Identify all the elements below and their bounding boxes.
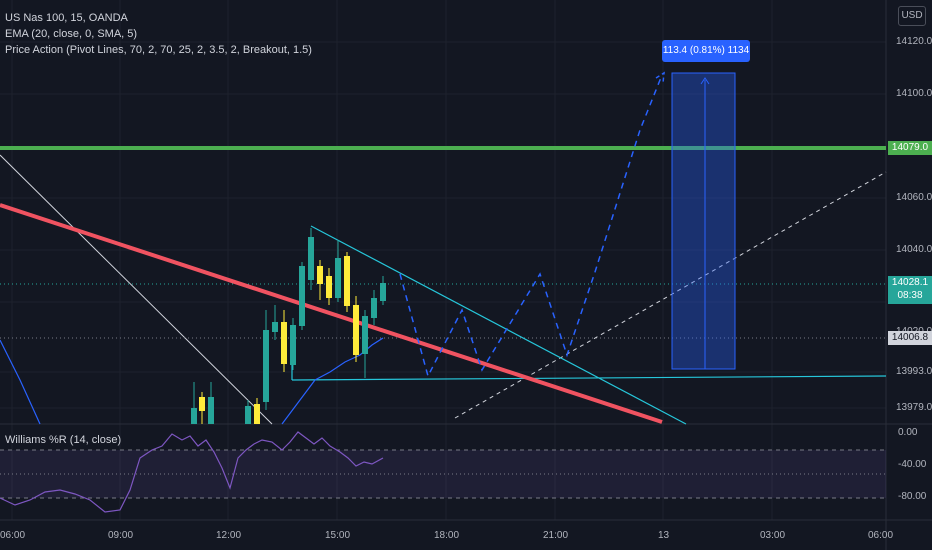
- williams-indicator-label[interactable]: Williams %R (14, close): [5, 434, 122, 446]
- williams-axis-label: -80.00: [898, 491, 927, 502]
- chart-legend: US Nas 100, 15, OANDA EMA (20, close, 0,…: [5, 10, 312, 58]
- candle: [245, 406, 251, 424]
- candle: [281, 322, 287, 364]
- candle: [326, 276, 332, 298]
- measure-label[interactable]: 113.4 (0.81%) 1134: [662, 40, 750, 62]
- time-axis-label: 12:00: [216, 530, 242, 541]
- candle: [263, 330, 269, 402]
- diagonal-line[interactable]: [0, 154, 273, 425]
- grid: [0, 0, 886, 520]
- time-axis-label: 15:00: [325, 530, 351, 541]
- measure-rectangle[interactable]: [671, 72, 736, 370]
- candle: [353, 305, 359, 355]
- price-axis-label: 13993.0: [896, 366, 932, 377]
- candle: [308, 237, 314, 280]
- price-axis-label: 14040.0: [896, 244, 932, 255]
- candle: [208, 397, 214, 424]
- time-axis-label: 06:00: [868, 530, 894, 541]
- measure-arrow-head: [700, 77, 710, 85]
- triangle-pattern[interactable]: [291, 225, 887, 425]
- price-axis-label: 14100.0: [896, 88, 932, 99]
- candle: [317, 266, 323, 284]
- candle: [362, 316, 368, 354]
- ema-line-left: [0, 339, 41, 425]
- time-axis-label: 03:00: [760, 530, 786, 541]
- price-axis-label: 14060.0: [896, 192, 932, 203]
- price-axis-label: 13979.0: [896, 402, 932, 413]
- current-price-value: 14028.1: [891, 277, 929, 288]
- williams-line: [0, 431, 384, 513]
- ema-line: [281, 337, 384, 425]
- candles[interactable]: [191, 228, 386, 424]
- currency-button[interactable]: USD: [898, 6, 926, 26]
- candle: [191, 408, 197, 424]
- pivot-price-tag: 14006.8: [888, 331, 932, 345]
- candle: [272, 322, 278, 332]
- current-price-tag: 14028.1 08:38: [888, 276, 932, 304]
- projection-path[interactable]: [399, 74, 663, 379]
- candle: [199, 397, 205, 411]
- candle: [254, 404, 260, 424]
- time-axis-label: 06:00: [0, 530, 26, 541]
- candle: [290, 325, 296, 365]
- candle: [371, 298, 377, 318]
- candle-countdown: 08:38: [897, 290, 923, 301]
- projection-arrow-head: [655, 71, 665, 84]
- ema-indicator-label[interactable]: EMA (20, close, 0, SMA, 5): [5, 28, 138, 40]
- dashed-trendline[interactable]: [454, 171, 887, 419]
- price-axis-label: 14120.0: [896, 36, 932, 47]
- time-axis-label: 18:00: [434, 530, 460, 541]
- candle: [380, 283, 386, 301]
- time-axis-label: 09:00: [108, 530, 134, 541]
- resistance-price-tag: 14079.0: [888, 141, 932, 155]
- candle: [335, 258, 341, 298]
- candle: [344, 256, 350, 306]
- candle: [299, 266, 305, 326]
- williams-axis-label: -40.00: [898, 459, 927, 470]
- williams-band: [0, 450, 886, 498]
- time-axis-label: 13: [658, 530, 670, 541]
- price-action-indicator-label[interactable]: Price Action (Pivot Lines, 70, 2, 70, 25…: [5, 44, 312, 56]
- symbol-title[interactable]: US Nas 100, 15, OANDA: [5, 12, 128, 24]
- williams-axis-label: 0.00: [898, 427, 918, 438]
- descending-trendline[interactable]: [0, 203, 663, 424]
- time-axis-label: 21:00: [543, 530, 569, 541]
